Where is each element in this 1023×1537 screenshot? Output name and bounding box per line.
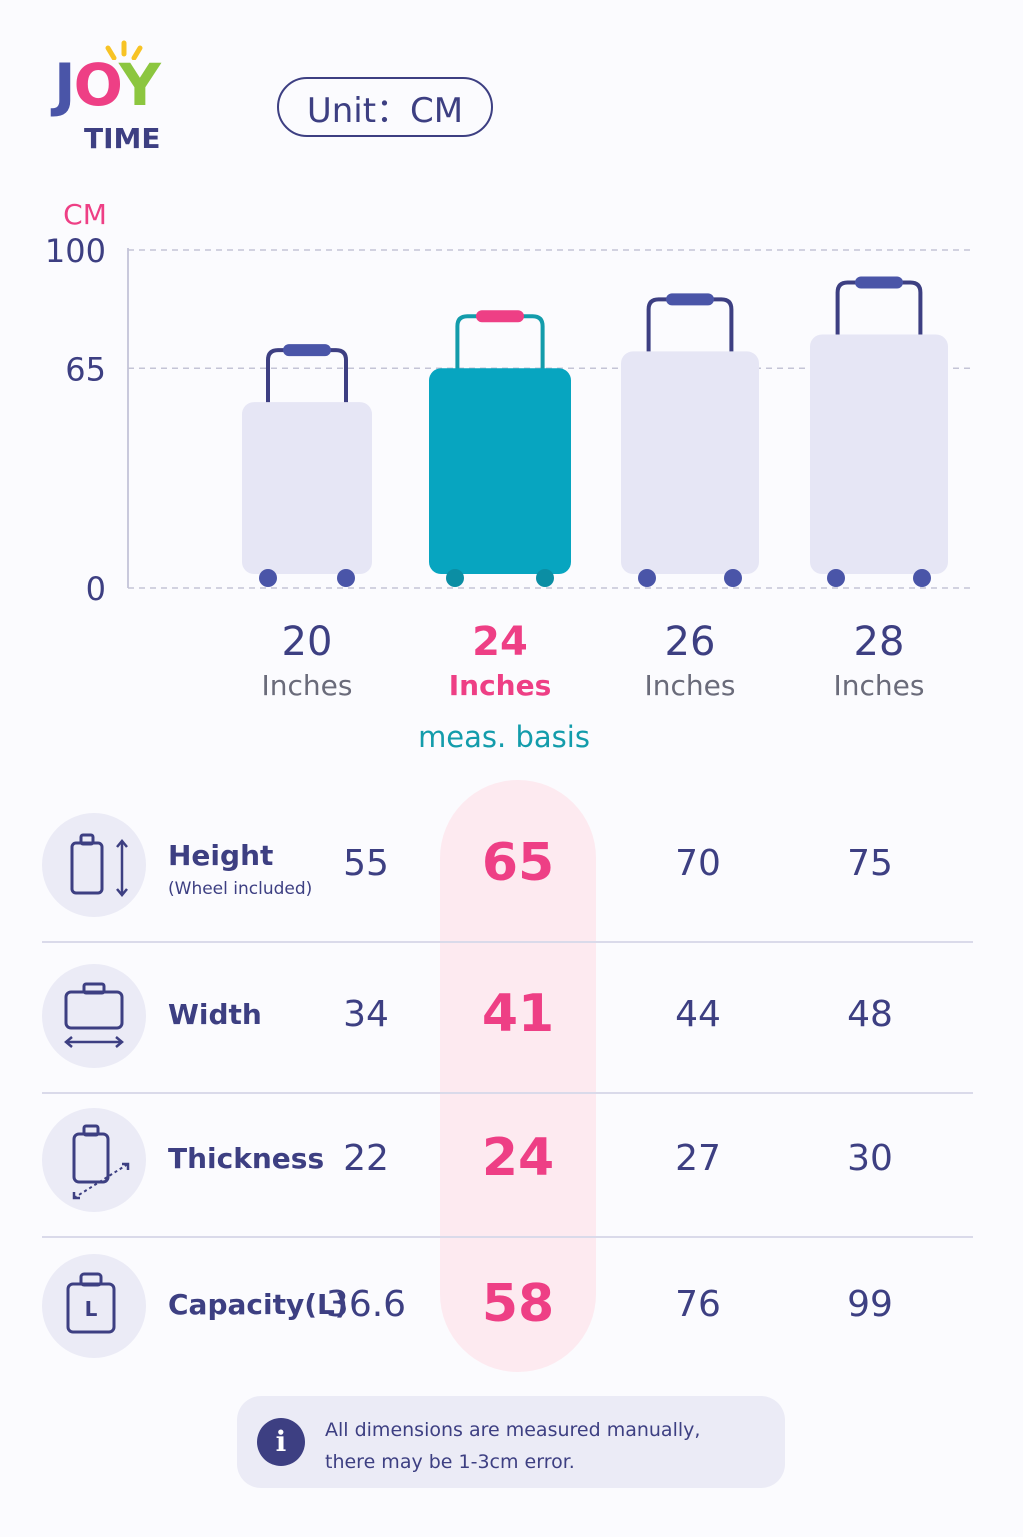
- info-icon: i: [257, 1418, 305, 1466]
- table-cell-highlight: 24: [481, 1128, 555, 1188]
- highlight-column: [440, 780, 596, 1372]
- unit-badge: Unit：CM: [277, 77, 493, 137]
- luggage-wheel: [913, 569, 931, 587]
- table-cell: 22: [343, 1138, 389, 1179]
- luggage-handle: [455, 314, 545, 371]
- table-cell: 70: [675, 843, 721, 884]
- luggage-grip: [283, 344, 331, 357]
- table-cell: 30: [847, 1138, 893, 1179]
- table-cell: 48: [847, 994, 893, 1035]
- luggage-grip: [666, 293, 714, 306]
- logo-rays-icon: [105, 40, 143, 60]
- luggage-wheel: [259, 569, 277, 587]
- table-cell-highlight: 41: [481, 984, 555, 1044]
- luggage-bar: [242, 402, 372, 574]
- category-unit: Inches: [644, 669, 736, 702]
- table-cell: 34: [343, 994, 389, 1035]
- luggage-bar: [621, 351, 759, 574]
- y-tick-label: 0: [86, 570, 106, 608]
- luggage-bar: [810, 334, 948, 574]
- row-sublabel: (Wheel included): [168, 879, 313, 899]
- luggage-thickness-icon: [42, 1108, 146, 1212]
- row-label: Height: [168, 839, 274, 872]
- luggage-bar: [429, 368, 571, 574]
- category-label: 28 Inches: [799, 618, 959, 704]
- category-label: 26 Inches: [610, 618, 770, 704]
- y-tick-label: 100: [45, 232, 106, 270]
- luggage-width-icon: [42, 964, 146, 1068]
- row-label: Capacity(L): [168, 1288, 348, 1321]
- category-label: 24 Inches: [420, 618, 580, 704]
- table-cell-highlight: 58: [481, 1274, 555, 1334]
- error-note: i All dimensions are measured manually, …: [237, 1396, 785, 1488]
- category-unit: Inches: [833, 669, 925, 702]
- note-line: All dimensions are measured manually,: [325, 1419, 701, 1441]
- table-cell-highlight: 65: [481, 833, 555, 893]
- table-cell: 75: [847, 843, 893, 884]
- category-size: 20: [281, 619, 333, 665]
- logo-subtitle: TIME: [84, 122, 161, 155]
- table-cell: 36.6: [325, 1284, 407, 1325]
- note-text: All dimensions are measured manually, th…: [325, 1414, 700, 1478]
- luggage-capacity-icon: L: [42, 1254, 146, 1358]
- table-cell: 27: [675, 1138, 721, 1179]
- category-size: 28: [853, 619, 905, 665]
- luggage-wheel: [446, 569, 464, 587]
- note-line: there may be 1-3cm error.: [325, 1451, 575, 1473]
- luggage-grip: [855, 276, 903, 289]
- y-tick-label: 65: [65, 350, 106, 388]
- table-cell: 76: [675, 1284, 721, 1325]
- category-label: 20 Inches: [227, 618, 387, 704]
- luggage-handle: [835, 280, 923, 337]
- y-axis-title: CM: [63, 198, 107, 231]
- table-cell: 44: [675, 994, 721, 1035]
- luggage-grip: [476, 310, 524, 323]
- logo-wordmark: JOY: [54, 51, 161, 119]
- category-size: 26: [664, 619, 716, 665]
- category-unit: Inches: [448, 669, 552, 702]
- luggage-wheel: [536, 569, 554, 587]
- svg-text:L: L: [85, 1297, 98, 1321]
- luggage-handle: [646, 297, 734, 354]
- row-label: Width: [168, 998, 262, 1031]
- row-divider: [42, 941, 973, 943]
- category-size: 24: [472, 619, 528, 665]
- luggage-handle: [266, 348, 348, 405]
- table-cell: 99: [847, 1284, 893, 1325]
- luggage-wheel: [827, 569, 845, 587]
- luggage-wheel: [724, 569, 742, 587]
- row-label: Thickness: [168, 1142, 325, 1175]
- table-cell: 55: [343, 843, 389, 884]
- luggage-wheel: [638, 569, 656, 587]
- luggage-height-icon: [42, 813, 146, 917]
- row-divider: [42, 1236, 973, 1238]
- luggage-wheel: [337, 569, 355, 587]
- measurement-basis-label: meas. basis: [418, 720, 590, 754]
- row-divider: [42, 1092, 973, 1094]
- category-unit: Inches: [261, 669, 353, 702]
- brand-logo: JOY TIME: [50, 40, 210, 165]
